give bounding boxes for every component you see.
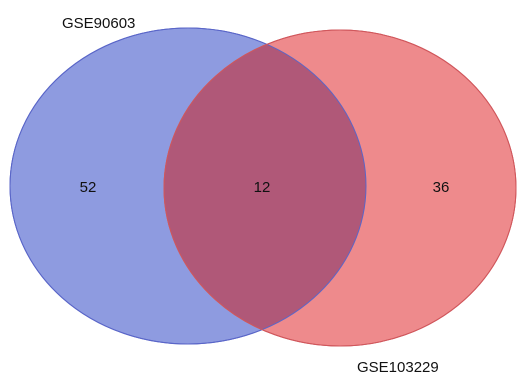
count-intersection: 12 [254, 179, 271, 196]
intersection-region [164, 30, 366, 344]
set-outline-gse90603 [9, 27, 367, 345]
set-label-gse90603: GSE90603 [62, 15, 135, 32]
set-outline-gse103229 [163, 29, 517, 347]
set-label-gse103229: GSE103229 [357, 359, 439, 376]
count-left-only: 52 [80, 179, 97, 196]
count-right-only: 36 [433, 179, 450, 196]
